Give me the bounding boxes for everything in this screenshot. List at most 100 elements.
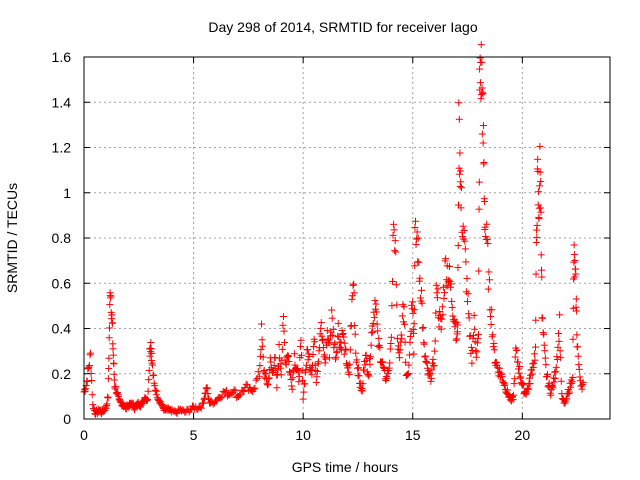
data-point	[541, 354, 549, 362]
data-point	[387, 339, 395, 347]
data-point	[527, 371, 535, 379]
data-point	[455, 99, 463, 107]
data-point	[365, 372, 373, 380]
data-point	[421, 352, 429, 360]
data-point	[550, 378, 558, 386]
data-point	[329, 331, 337, 339]
data-point	[375, 334, 383, 342]
data-point	[432, 309, 440, 317]
data-point	[475, 330, 482, 338]
data-point	[557, 354, 565, 362]
data-point	[281, 338, 289, 346]
data-point	[477, 41, 485, 49]
data-point	[304, 346, 312, 354]
data-point	[437, 325, 445, 333]
data-point	[287, 375, 295, 383]
data-point	[568, 378, 576, 386]
data-point	[459, 222, 467, 230]
data-point	[391, 237, 399, 245]
data-point	[265, 374, 273, 382]
data-point	[579, 378, 587, 386]
data-point	[487, 312, 495, 320]
data-point	[441, 289, 449, 297]
data-point	[382, 373, 390, 381]
data-point	[392, 248, 400, 256]
data-point	[276, 360, 284, 368]
y-tick-label: 0	[63, 411, 71, 427]
data-point	[554, 330, 562, 338]
data-point	[414, 258, 422, 266]
data-point	[408, 301, 416, 309]
data-point	[569, 373, 577, 381]
data-point	[364, 371, 372, 379]
data-point	[533, 226, 541, 234]
data-point	[361, 361, 369, 369]
y-tick-label: 0.6	[52, 275, 72, 291]
data-point	[103, 400, 111, 408]
data-point	[565, 388, 573, 396]
data-point	[322, 355, 330, 363]
data-point	[256, 362, 264, 370]
data-point	[101, 403, 109, 411]
data-point	[393, 301, 401, 309]
data-point	[312, 367, 320, 375]
data-point	[329, 325, 337, 333]
data-point	[458, 184, 466, 192]
data-point	[496, 369, 504, 377]
data-point	[551, 368, 559, 376]
data-point	[457, 178, 465, 186]
data-point	[250, 385, 258, 393]
data-point	[481, 223, 489, 231]
data-point	[228, 390, 236, 398]
data-point	[255, 372, 263, 380]
data-point	[454, 263, 462, 271]
data-point	[339, 329, 347, 337]
data-point	[391, 247, 399, 255]
data-point	[485, 268, 493, 276]
data-point	[197, 404, 205, 412]
data-point	[308, 371, 316, 379]
data-point	[325, 354, 333, 362]
data-point	[310, 343, 318, 351]
data-point	[104, 393, 112, 401]
data-point	[104, 375, 112, 383]
data-point	[333, 348, 341, 356]
data-point	[298, 367, 306, 375]
data-point	[333, 349, 341, 357]
data-point	[331, 355, 339, 363]
data-point	[213, 397, 221, 405]
data-point	[549, 384, 557, 392]
data-point	[533, 233, 541, 241]
data-point	[151, 386, 159, 394]
data-point	[568, 379, 576, 387]
data-point	[415, 258, 423, 266]
y-tick-label: 1	[63, 185, 71, 201]
data-point	[533, 221, 541, 229]
x-tick-label: 15	[405, 427, 421, 443]
data-point	[519, 379, 527, 387]
data-point	[572, 270, 580, 278]
data-point	[282, 359, 290, 367]
data-point	[544, 371, 552, 379]
data-point	[355, 364, 363, 372]
data-point	[572, 303, 580, 311]
data-point	[321, 359, 329, 367]
data-point	[376, 344, 384, 352]
data-point	[456, 182, 464, 190]
x-tick-label: 5	[190, 427, 198, 443]
data-point	[466, 332, 474, 340]
data-point	[348, 295, 356, 303]
data-point	[145, 376, 153, 384]
data-point	[260, 366, 268, 374]
data-point	[495, 364, 503, 372]
data-point	[87, 349, 95, 357]
data-point	[404, 370, 412, 378]
data-point	[390, 226, 398, 234]
data-point	[378, 358, 386, 366]
data-point	[319, 336, 327, 344]
data-point	[396, 346, 404, 354]
data-point	[372, 300, 380, 308]
data-point	[537, 178, 545, 186]
data-point	[513, 346, 521, 354]
